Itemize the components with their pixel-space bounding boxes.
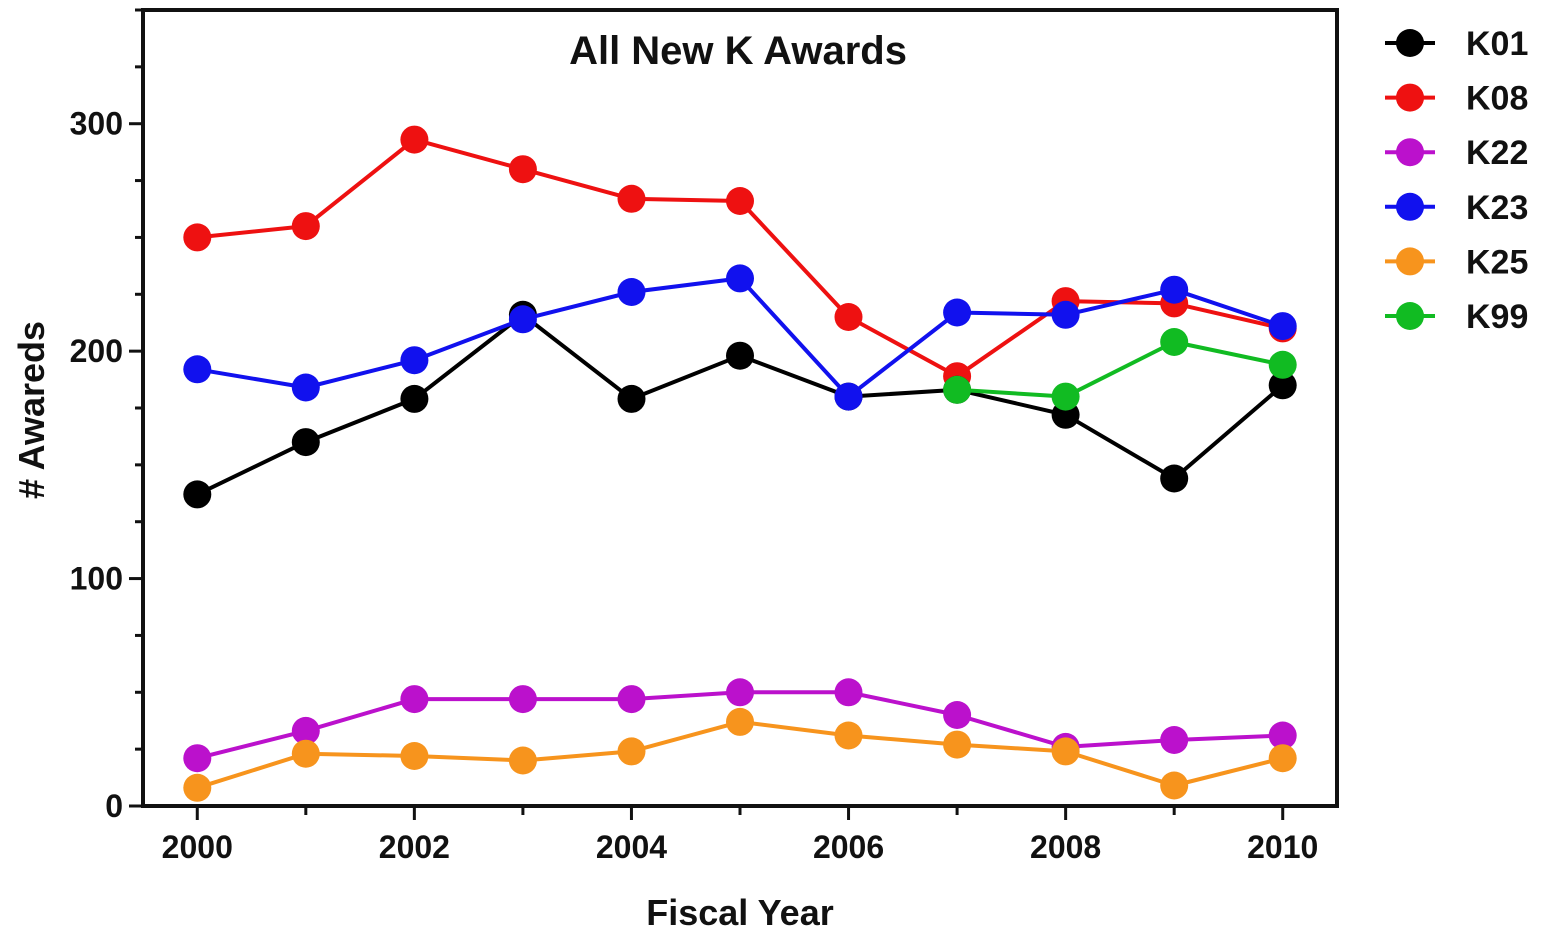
legend-label: K25 [1466, 243, 1528, 281]
data-point-k25 [1160, 771, 1189, 800]
y-tick-label: 300 [70, 106, 123, 142]
x-tick-label: 2008 [1030, 829, 1101, 865]
legend-item-k25: K25 [1385, 243, 1528, 281]
legend-label: K22 [1466, 134, 1528, 172]
data-point-k22 [834, 678, 863, 707]
data-point-k22 [1268, 721, 1297, 750]
data-point-k01 [617, 384, 646, 413]
legend-item-k01: K01 [1385, 25, 1528, 63]
legend-marker [1396, 138, 1424, 167]
data-point-k22 [183, 744, 212, 773]
legend-label: K99 [1466, 298, 1528, 336]
data-point-k23 [183, 355, 212, 384]
x-tick-label: 2010 [1247, 829, 1318, 865]
y-tick-label: 200 [70, 333, 123, 369]
x-tick-label: 2004 [596, 829, 667, 865]
y-tick-label: 100 [70, 561, 123, 597]
data-point-k01 [1160, 464, 1189, 493]
series-line-k99 [956, 340, 1284, 399]
x-tick-label: 2000 [162, 829, 233, 865]
legend-item-k23: K23 [1385, 189, 1528, 227]
legend-marker [1396, 29, 1424, 57]
y-axis: 0 100 200 300 [70, 8, 143, 824]
chart-title: All New K Awards [569, 29, 907, 73]
x-tick-label: 2006 [813, 829, 884, 865]
data-point-k23 [400, 346, 429, 375]
data-point-k08 [726, 187, 754, 215]
data-point-k25 [183, 773, 212, 802]
legend-label: K08 [1466, 80, 1528, 118]
series-k23 [183, 264, 1297, 411]
data-point-k22 [943, 701, 972, 729]
data-point-k08 [400, 125, 429, 154]
data-point-k99 [1051, 382, 1080, 411]
y-tick-label: 0 [105, 788, 123, 824]
data-point-k08 [291, 212, 320, 241]
data-point-k22 [508, 685, 537, 714]
legend-item-k08: K08 [1385, 80, 1528, 118]
data-point-k99 [1160, 328, 1189, 356]
data-point-k01 [726, 341, 754, 370]
data-point-k23 [617, 278, 646, 306]
data-point-k25 [726, 707, 754, 736]
data-point-k25 [1051, 737, 1080, 766]
y-axis-title: # Awareds [11, 321, 52, 499]
series-k25 [183, 707, 1297, 802]
legend-marker [1396, 83, 1424, 112]
data-point-k01 [291, 428, 320, 457]
legend-item-k22: K22 [1385, 134, 1528, 172]
data-point-k25 [1268, 744, 1297, 773]
data-point-k25 [291, 739, 320, 768]
data-point-k25 [508, 746, 537, 775]
data-point-k23 [834, 382, 863, 411]
data-point-k22 [726, 678, 754, 707]
legend-marker [1396, 192, 1424, 221]
data-point-k99 [943, 375, 972, 404]
legend-label: K23 [1466, 189, 1528, 227]
data-point-k08 [183, 223, 212, 252]
data-point-k23 [943, 298, 972, 327]
legend-marker [1396, 302, 1424, 330]
data-point-k22 [617, 685, 646, 714]
data-point-k25 [400, 742, 429, 770]
x-axis: 2000 2002 2004 2006 2008 2010 [162, 806, 1318, 865]
data-point-k23 [291, 373, 320, 402]
data-point-k23 [726, 264, 754, 293]
legend-item-k99: K99 [1385, 298, 1528, 336]
series-k99 [943, 328, 1297, 411]
x-tick-label: 2002 [379, 829, 450, 865]
legend-marker [1396, 247, 1424, 276]
data-point-k25 [834, 721, 863, 750]
data-point-k22 [1160, 726, 1189, 754]
data-point-k08 [834, 303, 863, 331]
data-point-k25 [943, 730, 972, 759]
data-point-k23 [508, 305, 537, 334]
data-point-k99 [1268, 350, 1297, 379]
x-axis-title: Fiscal Year [646, 892, 834, 933]
data-point-k22 [291, 716, 320, 745]
data-point-k08 [508, 155, 537, 184]
legend-label: K01 [1466, 25, 1528, 63]
data-point-k08 [617, 184, 646, 213]
data-point-k01 [1268, 371, 1297, 400]
legend: K01 K08 K22 K23 K25 K99 [1385, 25, 1528, 336]
data-point-k01 [183, 480, 212, 509]
data-point-k25 [617, 737, 646, 766]
data-point-k23 [1051, 300, 1080, 329]
data-point-k23 [1160, 275, 1189, 304]
data-point-k23 [1268, 312, 1297, 341]
series-layer [183, 125, 1297, 802]
data-point-k22 [400, 685, 429, 714]
data-point-k01 [400, 384, 429, 413]
